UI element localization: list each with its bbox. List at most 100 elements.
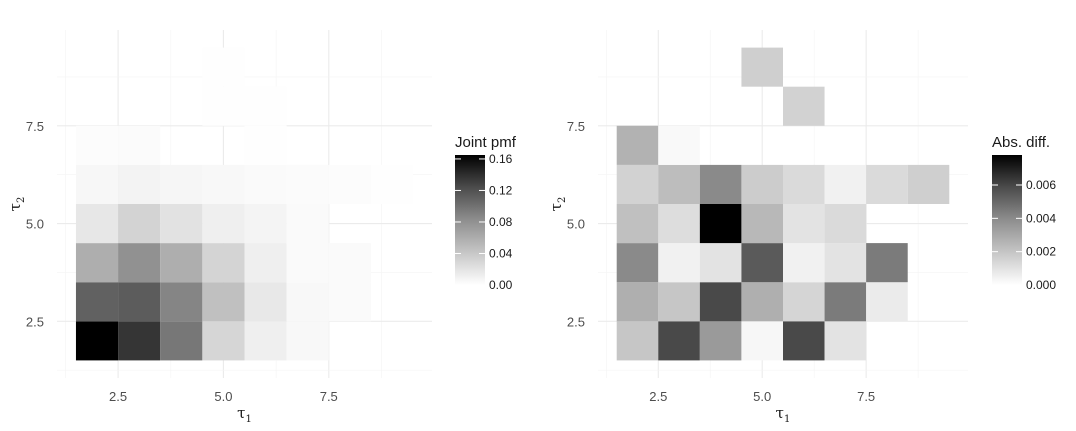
cells-layer: [616, 47, 950, 361]
heatmap-cell: [824, 282, 867, 322]
heatmap-cell: [783, 86, 825, 126]
heatmap-cell: [783, 243, 825, 283]
heatmap-cell: [160, 321, 203, 361]
heatmap-cell: [616, 204, 659, 244]
cells-layer: [75, 47, 414, 361]
heatmap-cell: [286, 243, 329, 283]
heatmap-cell: [244, 282, 287, 322]
heatmap-cell: [658, 164, 700, 204]
colorbar: [455, 155, 485, 285]
heatmap-cell: [118, 243, 161, 283]
heatmap-abs-diff: 2.5 5.0 7.5 2.5 5.0 7.5 τ1 τ2 Abs. diff.…: [547, 30, 1056, 425]
heatmap-cell: [783, 321, 825, 361]
heatmap-cell: [202, 86, 245, 126]
heatmap-cell: [75, 321, 119, 361]
heatmap-cell: [741, 47, 783, 87]
heatmap-cell: [75, 204, 119, 244]
x-tick-label: 7.5: [857, 389, 875, 404]
y-tick-label: 5.0: [567, 217, 585, 232]
heatmap-cell: [616, 282, 659, 322]
x-tick-label: 5.0: [753, 389, 771, 404]
legend-tick-label: 0.006: [1026, 178, 1056, 192]
legend-title: Joint pmf: [455, 134, 517, 151]
y-tick-label: 5.0: [26, 217, 44, 232]
heatmap-cell: [118, 125, 161, 165]
y-tick-label: 7.5: [26, 119, 44, 134]
y-axis-title: τ2: [547, 197, 568, 212]
legend-title: Abs. diff.: [992, 134, 1050, 151]
heatmap-cell: [202, 282, 245, 322]
legend-tick-label: 0.16: [489, 152, 513, 166]
heatmap-cell: [160, 282, 203, 322]
heatmap-cell: [118, 282, 161, 322]
heatmap-joint-pmf: 2.5 5.0 7.5 2.5 5.0 7.5 τ1 τ2 Joint pmf …: [6, 30, 517, 425]
x-tick-labels: 2.5 5.0 7.5: [109, 389, 338, 404]
heatmap-cell: [824, 321, 867, 361]
heatmap-cell: [202, 164, 245, 204]
heatmap-cell: [286, 164, 329, 204]
heatmap-cell: [699, 204, 742, 244]
legend-tick-label: 0.000: [1026, 278, 1056, 292]
heatmap-cell: [328, 243, 371, 283]
x-tick-labels: 2.5 5.0 7.5: [649, 389, 875, 404]
heatmap-cell: [244, 243, 287, 283]
heatmap-cell: [328, 164, 371, 204]
heatmap-cell: [907, 164, 950, 204]
heatmap-cell: [202, 204, 245, 244]
heatmap-cell: [783, 164, 825, 204]
heatmap-cell: [741, 243, 783, 283]
heatmap-cell: [616, 321, 659, 361]
heatmap-cell: [75, 164, 119, 204]
legend-ticks: 0.00 0.04 0.08 0.12 0.16: [455, 152, 513, 292]
x-tick-label: 7.5: [320, 389, 338, 404]
heatmap-cell: [616, 125, 659, 165]
legend-tick-label: 0.002: [1026, 245, 1056, 259]
heatmap-cell: [370, 164, 414, 204]
y-axis-title: τ2: [6, 197, 27, 212]
heatmap-cell: [741, 204, 783, 244]
heatmap-cell: [244, 125, 287, 165]
heatmap-cell: [616, 243, 659, 283]
legend-joint-pmf: Joint pmf 0.00 0.04 0.08 0.12 0.16: [455, 134, 517, 292]
heatmap-cell: [202, 243, 245, 283]
y-tick-labels: 2.5 5.0 7.5: [567, 119, 585, 330]
legend-tick-label: 0.08: [489, 215, 513, 229]
heatmap-cell: [658, 125, 700, 165]
x-axis-title: τ1: [237, 404, 252, 425]
heatmap-cell: [616, 164, 659, 204]
heatmap-cell: [824, 204, 867, 244]
heatmap-cell: [286, 321, 329, 361]
heatmap-cell: [783, 282, 825, 322]
heatmap-cell: [160, 243, 203, 283]
heatmap-cell: [244, 86, 287, 126]
heatmap-cell: [699, 282, 742, 322]
heatmap-cell: [866, 243, 908, 283]
x-tick-label: 2.5: [649, 389, 667, 404]
heatmap-cell: [244, 321, 287, 361]
legend-tick-label: 0.12: [489, 183, 513, 197]
x-tick-label: 2.5: [109, 389, 127, 404]
heatmap-cell: [160, 204, 203, 244]
legend-tick-label: 0.00: [489, 278, 513, 292]
y-tick-labels: 2.5 5.0 7.5: [26, 119, 44, 330]
heatmap-cell: [699, 243, 742, 283]
legend-abs-diff: Abs. diff. 0.000 0.002 0.004 0.006: [992, 134, 1056, 292]
x-tick-label: 5.0: [214, 389, 232, 404]
heatmap-cell: [202, 321, 245, 361]
heatmap-cell: [824, 243, 867, 283]
heatmap-cell: [824, 164, 867, 204]
heatmap-cell: [118, 321, 161, 361]
heatmap-cell: [658, 321, 700, 361]
legend-tick-label: 0.004: [1026, 211, 1056, 225]
heatmap-cell: [699, 321, 742, 361]
legend-tick-label: 0.04: [489, 246, 513, 260]
heatmap-cell: [118, 164, 161, 204]
colorbar: [992, 155, 1022, 285]
heatmap-cell: [658, 243, 700, 283]
heatmap-cell: [286, 204, 329, 244]
heatmap-cell: [160, 164, 203, 204]
y-tick-label: 2.5: [26, 314, 44, 329]
heatmap-cell: [244, 204, 287, 244]
y-tick-label: 2.5: [567, 314, 585, 329]
